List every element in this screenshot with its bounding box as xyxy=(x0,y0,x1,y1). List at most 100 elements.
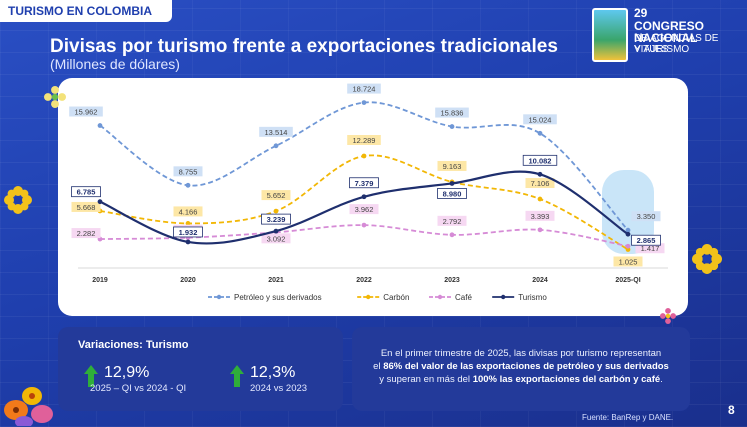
data-label: 12.289 xyxy=(353,136,376,145)
data-point-turismo xyxy=(449,181,455,186)
data-label-box xyxy=(635,243,665,254)
legend-label: Turismo xyxy=(518,293,547,302)
data-label: 1.417 xyxy=(641,244,660,253)
info-line3: y superan en más del 100% las exportacio… xyxy=(362,373,680,386)
highlight-last-period xyxy=(602,170,654,254)
section-tag: TURISMO EN COLOMBIA xyxy=(0,0,172,22)
data-point-turismo xyxy=(625,231,631,237)
data-label: 5.668 xyxy=(77,203,96,212)
data-point-petr-leo-y-sus-derivados xyxy=(625,227,631,233)
data-point-caf xyxy=(625,243,631,249)
x-tick-label: 2021 xyxy=(268,277,284,284)
data-label-box xyxy=(435,107,469,118)
data-point-turismo xyxy=(361,194,367,200)
data-label: 8.980 xyxy=(443,189,462,198)
variaciones-panel: Variaciones: Turismo 12,9% 2025 – QI vs … xyxy=(58,327,343,411)
data-point-carb-n xyxy=(361,153,367,159)
page-number: 8 xyxy=(728,403,735,417)
variacion-value-1: 12,9% xyxy=(104,364,150,381)
x-tick-label: 2020 xyxy=(180,277,196,284)
legend-marker xyxy=(437,294,443,300)
data-label-box xyxy=(525,178,555,189)
data-label: 3.962 xyxy=(355,205,374,214)
data-label: 3.239 xyxy=(267,215,286,224)
data-label: 3.350 xyxy=(637,212,656,221)
data-label: 10.082 xyxy=(529,156,552,165)
data-label: 13.514 xyxy=(265,128,288,137)
chart-card: 2019 2020 2021 2022 2023 2024 2025-QI 15.962 8.7… xyxy=(58,78,688,316)
data-point-turismo xyxy=(273,228,279,234)
data-label-box xyxy=(437,188,467,199)
variacion-value-2: 12,3% xyxy=(250,364,296,381)
variacion-caption-2: 2024 vs 2023 xyxy=(250,383,308,394)
data-label: 2.792 xyxy=(443,217,462,226)
data-label-box xyxy=(347,83,381,94)
data-point-petr-leo-y-sus-derivados xyxy=(361,100,367,105)
info-line3-pre: y superan en más del xyxy=(379,374,473,385)
data-label: 3.393 xyxy=(531,212,550,221)
x-tick-label: 2022 xyxy=(356,277,372,284)
page-subtitle: (Millones de dólares) xyxy=(50,56,180,72)
data-label-box xyxy=(525,210,555,221)
info-panel: En el primer trimestre de 2025, las divi… xyxy=(352,327,690,411)
congreso-number: 29 xyxy=(634,6,648,20)
congreso-line1: CONGRESO NACIONAL xyxy=(634,19,705,45)
data-point-turismo xyxy=(537,171,543,177)
congreso-line2: DE AGENCIAS DE VIAJES xyxy=(634,33,719,55)
data-point-petr-leo-y-sus-derivados xyxy=(273,143,279,149)
data-point-petr-leo-y-sus-derivados xyxy=(537,130,543,136)
flower-icon xyxy=(44,86,66,108)
data-label-box xyxy=(71,228,101,239)
congreso-logo-image xyxy=(592,8,628,62)
flower-icon xyxy=(692,244,722,274)
flower-bouquet-icon xyxy=(4,387,53,426)
data-label: 7.379 xyxy=(355,179,374,188)
data-label: 15.962 xyxy=(75,108,98,117)
congreso-line3: Y TURISMO xyxy=(634,44,690,55)
data-label-box xyxy=(261,213,291,225)
data-label: 15.836 xyxy=(441,109,464,118)
legend-marker xyxy=(501,294,506,300)
data-label-box xyxy=(631,234,661,246)
info-line2-bold: 86% del valor de las exportaciones de pe… xyxy=(383,361,669,372)
congreso-logo: 29 CONGRESO NACIONAL DE AGENCIAS DE VIAJ… xyxy=(592,6,744,66)
line-chart: 2019 2020 2021 2022 2023 2024 2025-QI 15.962 8.7… xyxy=(69,83,668,302)
x-tick-label: 2024 xyxy=(532,277,548,284)
data-label-box xyxy=(259,126,293,137)
arrow-up-icon xyxy=(230,365,244,387)
data-label-box xyxy=(71,186,101,198)
info-line3-bold: 100% las exportaciones del carbón y café xyxy=(472,374,661,385)
flower-icon xyxy=(660,308,676,324)
info-line3-post: . xyxy=(660,374,663,385)
page-title: Divisas por turismo frente a exportacion… xyxy=(50,36,558,57)
data-point-carb-n xyxy=(185,221,191,226)
data-point-caf xyxy=(449,232,455,238)
legend-label: Petróleo y sus derivados xyxy=(234,293,322,302)
data-label: 1.932 xyxy=(179,228,198,237)
data-point-caf xyxy=(361,222,367,228)
data-point-turismo xyxy=(97,199,103,205)
data-point-caf xyxy=(537,227,543,233)
data-label: 2.865 xyxy=(637,236,656,245)
legend-marker xyxy=(366,294,371,300)
data-label-box xyxy=(437,160,467,171)
data-label-box xyxy=(522,154,558,166)
data-label: 4.166 xyxy=(179,207,198,216)
flower-icon xyxy=(4,186,32,214)
x-tick-label: 2019 xyxy=(92,277,108,284)
data-label-box xyxy=(613,256,643,267)
source-note: Fuente: BanRep y DANE. xyxy=(582,413,674,422)
data-label: 2.282 xyxy=(77,229,96,238)
x-tick-label: 2025-QI xyxy=(615,277,640,284)
data-label-box xyxy=(631,211,661,222)
x-tick-label: 2023 xyxy=(444,277,460,284)
data-point-carb-n xyxy=(273,208,279,214)
data-point-petr-leo-y-sus-derivados xyxy=(97,123,103,128)
legend-label: Café xyxy=(455,293,472,302)
data-label-box xyxy=(173,206,203,217)
data-label-box xyxy=(437,215,467,226)
variaciones-title: Variaciones: Turismo xyxy=(78,339,189,351)
legend-label: Carbón xyxy=(383,293,409,302)
data-label: 6.785 xyxy=(77,188,96,197)
data-point-turismo xyxy=(185,239,191,245)
